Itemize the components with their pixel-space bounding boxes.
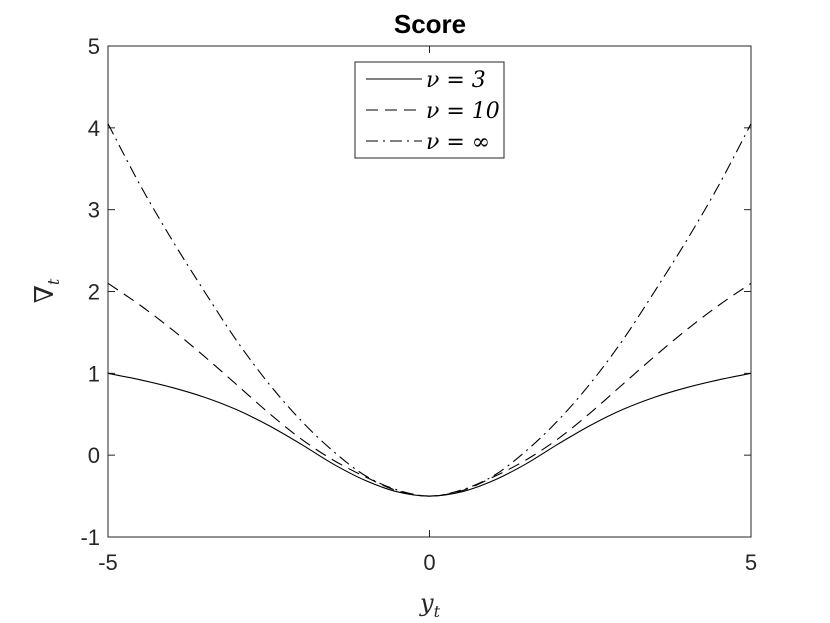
series-layer (107, 123, 752, 497)
x-axis-label-sub: t (434, 602, 441, 621)
series-line-nu-infinity (107, 123, 752, 497)
y-tick-label: -1 (80, 525, 100, 550)
chart-title: Score (394, 9, 466, 39)
legend-label-nu-infinity: ν = ∞ (426, 130, 490, 155)
x-tick-label: -5 (98, 550, 118, 575)
x-axis-label-main: y (419, 589, 434, 617)
y-tick-label: 5 (88, 34, 100, 59)
y-tick-labels: -1 0 1 2 3 4 5 (80, 34, 100, 550)
x-tick-label: 0 (423, 550, 435, 575)
legend-label-nu-3: ν = 3 (426, 68, 486, 93)
x-axis-label: yt (419, 589, 441, 621)
legend: ν = 3 ν = 10 ν = ∞ (354, 61, 505, 159)
y-tick-label: 2 (88, 280, 100, 305)
y-axis-label: ∇t (30, 278, 63, 303)
legend-entries: ν = 3 ν = 10 ν = ∞ (366, 68, 500, 155)
y-tick-label: 1 (88, 361, 100, 386)
legend-box (354, 61, 505, 159)
y-tick-label: 4 (88, 116, 100, 141)
y-tick-label: 0 (88, 443, 100, 468)
y-tick-label: 3 (88, 198, 100, 223)
y-axis-label-sub: t (44, 278, 63, 285)
x-tick-label: 5 (745, 550, 757, 575)
legend-label-nu-10: ν = 10 (426, 99, 500, 124)
y-axis-label-main: ∇ (30, 285, 60, 303)
x-tick-labels: -5 0 5 (98, 550, 757, 575)
axis-ticks (107, 45, 752, 538)
